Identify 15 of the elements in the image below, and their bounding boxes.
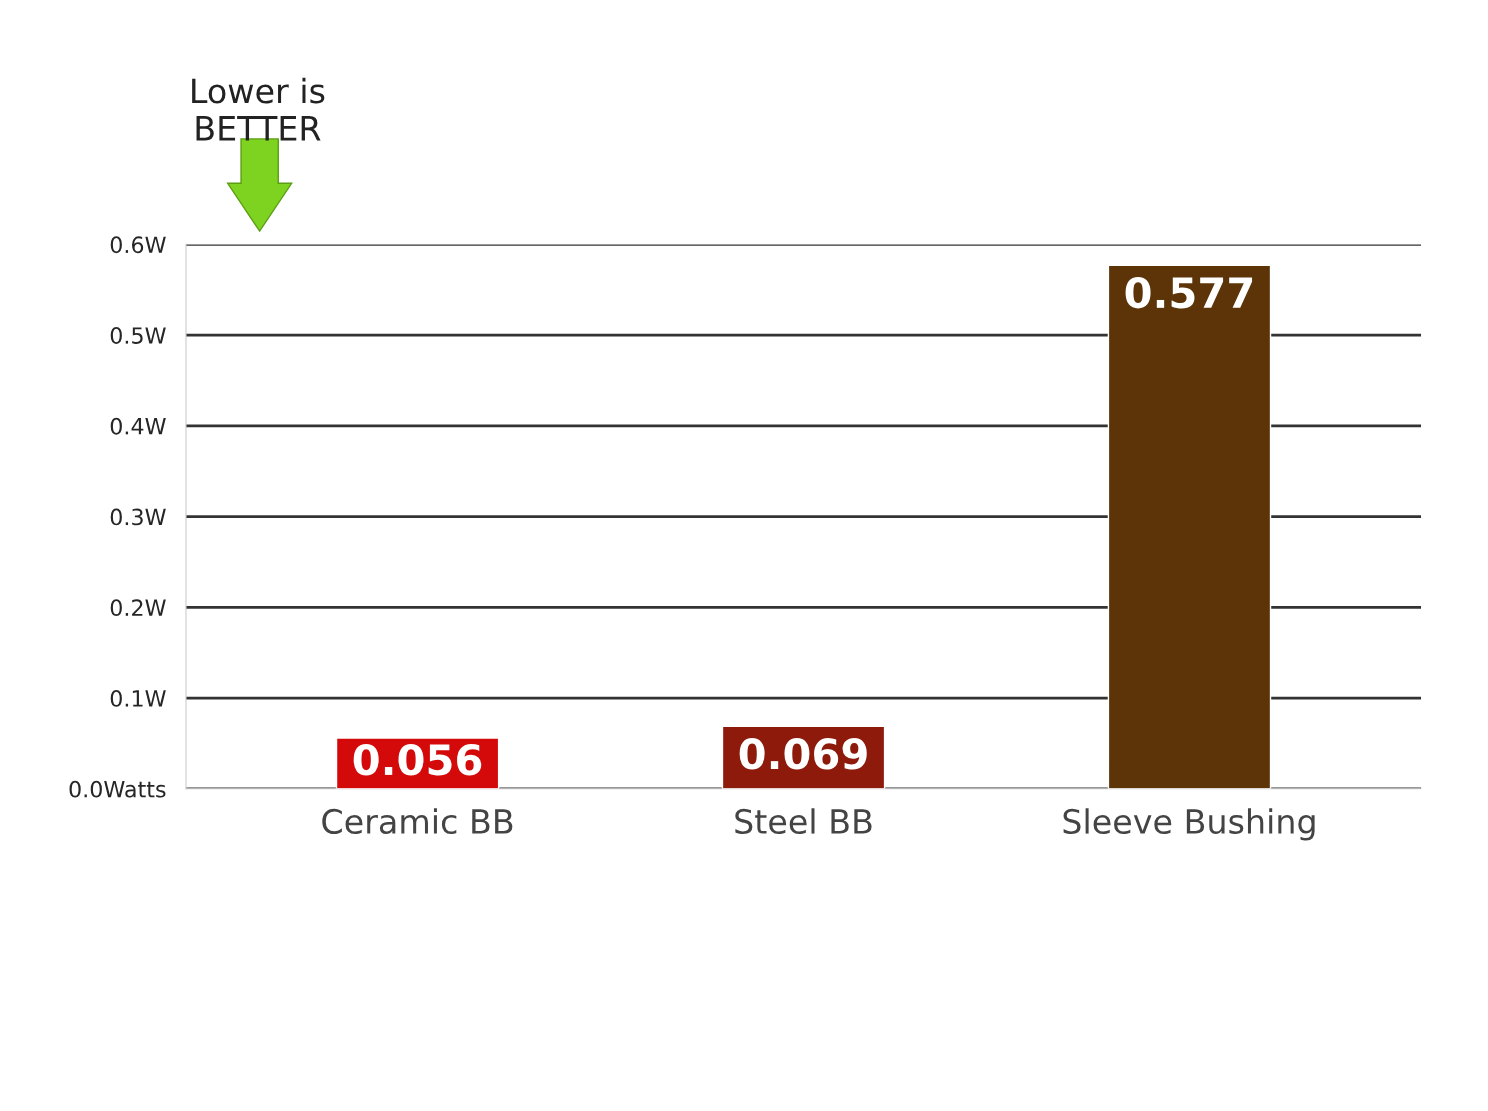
y-tick-label: 0.0Watts: [69, 780, 166, 798]
y-tick-label: 0.6W: [110, 236, 166, 254]
x-tick-label: Sleeve Bushing: [1063, 808, 1315, 841]
data-label: 0.069: [739, 738, 867, 770]
data-label: 0.056: [353, 743, 482, 776]
text: Lower is BETTER: [192, 77, 325, 141]
x-tick-label: Steel BB: [735, 808, 872, 835]
y-tick-label: 0.1W: [110, 690, 166, 707]
x-tick-label: Ceramic BB: [322, 808, 513, 835]
bar: [1107, 264, 1272, 789]
data-label: 0.577: [1125, 276, 1253, 309]
y-tick-label: 0.3W: [110, 508, 166, 526]
y-tick-label: 0.5W: [110, 327, 166, 344]
y-tick-label: 0.2W: [110, 599, 166, 617]
y-tick-label: 0.4W: [110, 417, 166, 435]
